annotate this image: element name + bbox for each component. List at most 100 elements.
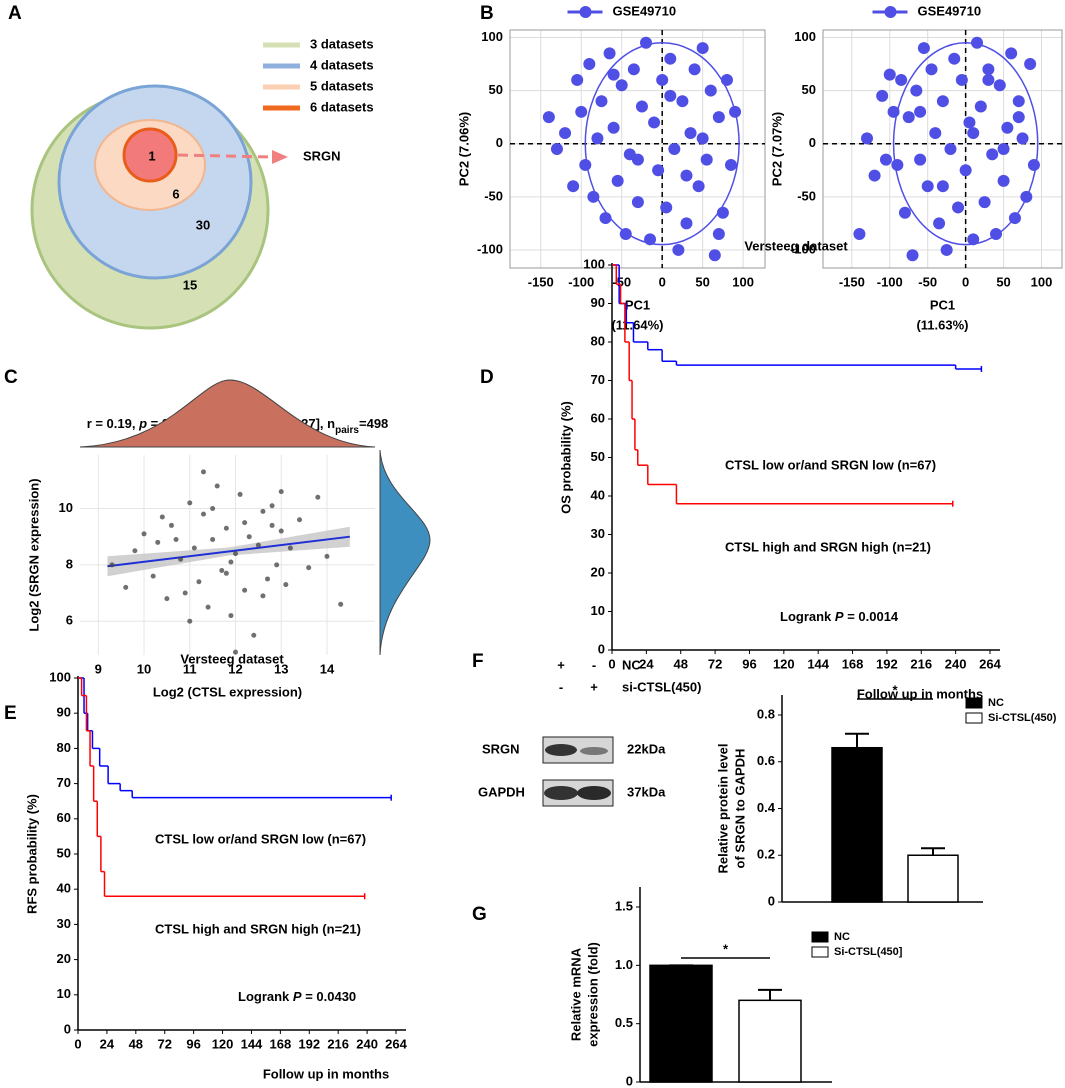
protein: SRGN [482,741,520,756]
x-tick-label: 192 [876,656,898,671]
lane-sign: + [590,679,598,694]
point [109,562,115,568]
bar [649,964,713,1083]
point [287,545,293,551]
y-tick-label: 20 [591,564,605,579]
point [921,180,934,193]
y-tick-label: 0.4 [757,800,776,815]
point [579,158,592,171]
point [914,153,927,166]
y-tick-label: 6 [66,613,73,628]
point [173,537,179,543]
confidence-ellipse [892,42,1039,246]
point [876,89,889,102]
point [587,190,600,203]
x-tick-label: 240 [945,656,967,671]
point [1001,121,1014,134]
point [712,228,725,240]
venn-set [122,127,178,183]
point [1012,111,1025,124]
x-axis-label: (11.63%) [916,317,968,332]
point [982,63,995,76]
point [887,105,900,118]
point [233,551,239,557]
y-tick-label: 90 [57,705,71,720]
point [550,143,563,155]
point [936,180,949,193]
y-axis-label: Relative mRNA [568,947,583,1041]
blot: + - - + NC si-CTSL(450) SRGN GAPDH 22kDa… [478,657,701,807]
y-tick-label: 0 [626,1073,633,1088]
x-tick-label: 240 [356,1036,378,1051]
point [997,143,1010,155]
y-axis-label: OS probability (%) [558,401,573,514]
x-tick-label: 13 [274,661,288,676]
y-axis-label: Log2 (SRGN expression) [26,478,41,631]
point [974,100,987,113]
x-tick-label: 96 [186,1036,200,1051]
point [251,632,257,638]
y-axis-label: Relative protein level [715,743,730,873]
plot-frame [822,29,1063,269]
point [925,63,938,76]
annotation-part: Logrank [780,609,835,624]
point [936,95,949,108]
point [982,73,995,86]
point [603,47,616,60]
x-tick-label: -150 [528,274,554,289]
point [205,604,211,610]
point [246,534,252,540]
legend-label: 3 datasets [310,36,374,51]
point [627,63,640,76]
lane-sign: - [559,679,563,694]
point [255,542,261,548]
point [944,143,957,155]
x-tick-label: 120 [212,1036,234,1051]
point [611,174,624,187]
point [1020,190,1033,203]
density [79,379,376,448]
point [648,116,661,129]
x-tick-label: -100 [568,274,594,289]
legend-swatch [811,946,829,958]
x-tick-label: 120 [773,656,795,671]
point [219,567,225,573]
title-part: p [138,416,147,431]
legend-swatch [965,712,983,724]
point [660,201,673,214]
point [680,169,693,182]
point [631,153,644,166]
panel-label: E [4,703,17,724]
point [1008,212,1021,225]
x-tick-label: 0 [74,1036,81,1051]
point [656,73,669,86]
venn: 1 6 30 15 SRGN 3 datasets 4 datasets 5 d… [30,36,374,330]
y-tick-label: 100 [49,669,71,684]
x-axis-label: PC1 [625,297,650,312]
y-tick-label: 50 [57,845,71,860]
y-tick-label: 80 [591,333,605,348]
protein: GAPDH [478,784,525,799]
y-tick-label: 50 [802,82,816,97]
x-tick-label: 264 [385,1036,407,1051]
point [297,517,303,523]
point [187,500,193,506]
point [187,618,193,624]
x-tick-label: 14 [320,661,335,676]
x-tick-label: 72 [708,656,722,671]
x-tick-label: 168 [270,1036,292,1051]
point [575,105,588,118]
point [993,79,1006,92]
point [716,206,729,219]
venn-gene: SRGN [303,148,341,163]
y-tick-label: 0 [496,135,503,150]
annotation-part: = 0.0430 [302,989,357,1004]
venn-count: 1 [148,148,155,163]
point [895,73,908,86]
point [182,590,188,596]
annotation: Logrank P = 0.0430 [238,989,356,1004]
point [559,127,572,140]
point [720,73,733,86]
point [644,233,657,246]
